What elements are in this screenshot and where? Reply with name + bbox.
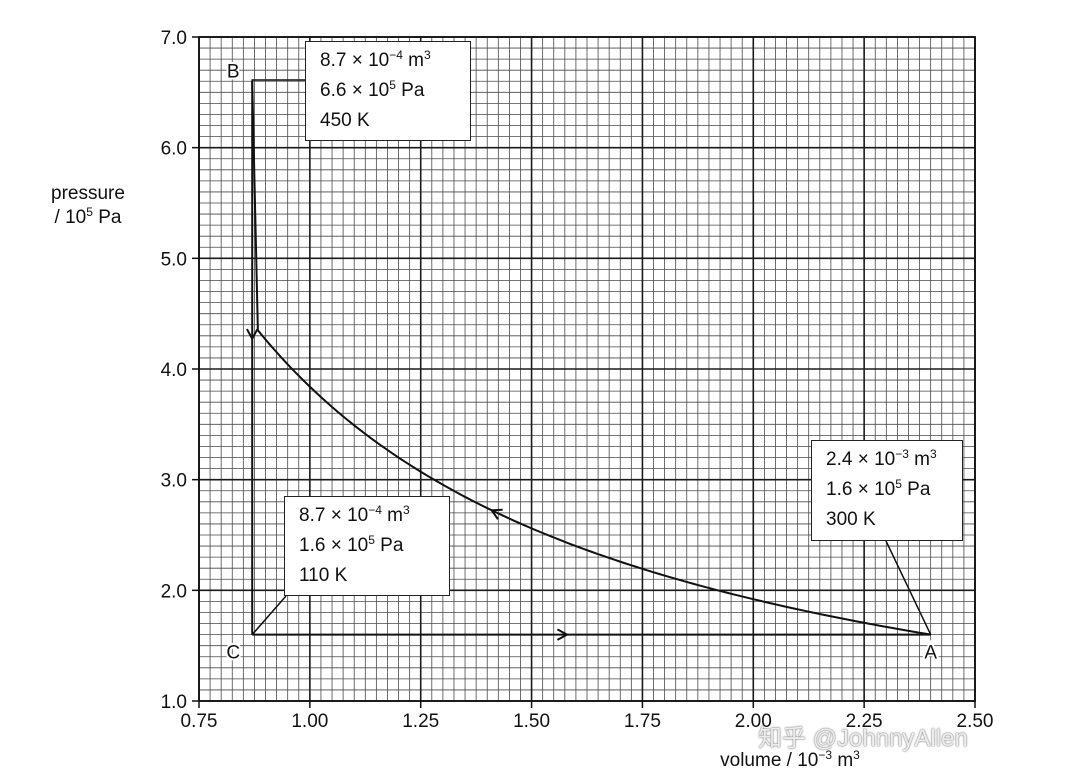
- annotation-b-volume: 8.7 × 10: [320, 50, 390, 71]
- annotation-box-a: 2.4 × 10−3 m3 1.6 × 105 Pa 300 K: [811, 440, 963, 541]
- annotation-b-volume-unit: m: [402, 50, 424, 71]
- annotation-a-volume-exp: −3: [895, 447, 909, 461]
- annotation-c-pressure-exp: 5: [368, 533, 375, 547]
- leader-line-a: [885, 540, 932, 635]
- x-tick-label: 2.50: [957, 711, 994, 732]
- x-tick-label: 2.00: [735, 711, 772, 732]
- x-axis-label-sup: −3: [818, 748, 833, 762]
- y-axis-label-line1: pressure: [51, 183, 125, 204]
- y-axis-label-line2: / 10: [54, 207, 87, 228]
- leader-line-c: [251, 595, 287, 636]
- annotation-a-pressure-unit: Pa: [901, 479, 931, 500]
- annotation-b-pressure-unit: Pa: [395, 80, 425, 101]
- y-tick-label: 4.0: [161, 360, 187, 381]
- annotation-c-volume-unit-exp: 3: [403, 503, 410, 517]
- cycle-paths: [246, 81, 931, 641]
- x-tick-label: 1.25: [402, 711, 439, 732]
- axis-ticks: 0.75 1.00 1.25 1.50 1.75 2.00 2.25 2.50 1.0 2.0 3.…: [161, 28, 994, 732]
- annotation-a-volume: 2.4 × 10: [826, 449, 896, 470]
- annotation-a-temperature: 300 K: [826, 509, 876, 530]
- point-label-a: A: [924, 643, 937, 664]
- point-label-b: B: [227, 61, 240, 82]
- watermark: 知乎 @JohnnyAllen: [758, 725, 968, 752]
- x-axis-label-unit: m: [832, 750, 854, 771]
- annotation-c-volume-unit: m: [381, 505, 403, 526]
- y-tick-label: 6.0: [161, 139, 187, 160]
- y-tick-label: 1.0: [161, 692, 187, 713]
- annotation-b-volume-unit-exp: 3: [424, 48, 431, 62]
- annotation-b-pressure-exp: 5: [389, 78, 396, 92]
- annotation-box-c: 8.7 × 10−4 m3 1.6 × 105 Pa 110 K: [284, 496, 450, 596]
- annotation-c-pressure: 1.6 × 10: [299, 535, 369, 556]
- annotation-a-volume-unit-exp: 3: [930, 447, 937, 461]
- arrow-b-to-c: [246, 328, 259, 341]
- y-tick-label: 5.0: [161, 249, 187, 270]
- arrow-a-to-b: [489, 508, 503, 520]
- annotation-a-pressure-exp: 5: [895, 477, 902, 491]
- x-tick-label: 0.75: [181, 711, 218, 732]
- x-tick-label: 1.50: [513, 711, 550, 732]
- y-axis-label-unit: Pa: [92, 207, 122, 228]
- annotation-c-volume-exp: −4: [368, 503, 382, 517]
- x-tick-label: 1.00: [291, 711, 328, 732]
- x-tick-label: 2.25: [846, 711, 883, 732]
- arrow-c-to-a: [556, 628, 570, 641]
- annotation-b-temperature: 450 K: [320, 110, 370, 131]
- point-labels: A B C: [224, 59, 939, 665]
- leader-line-b: [251, 79, 305, 82]
- x-axis-label: volume / 10−3 m3: [690, 748, 890, 772]
- annotation-box-b: 8.7 × 10−4 m3 6.6 × 105 Pa 450 K: [305, 41, 471, 141]
- annotation-c-temperature: 110 K: [299, 565, 348, 586]
- annotation-c-volume: 8.7 × 10: [299, 505, 369, 526]
- y-tick-label: 2.0: [161, 581, 187, 602]
- x-axis-label-text: volume / 10: [720, 750, 819, 771]
- annotation-a-volume-unit: m: [908, 449, 930, 470]
- y-axis-label-sup: 5: [86, 205, 93, 219]
- annotation-a-pressure: 1.6 × 10: [826, 479, 896, 500]
- x-tick-label: 1.75: [624, 711, 661, 732]
- annotation-b-pressure: 6.6 × 10: [320, 80, 390, 101]
- annotation-c-pressure-unit: Pa: [374, 535, 404, 556]
- y-axis-label: pressure / 105 Pa: [28, 182, 148, 230]
- y-tick-label: 7.0: [161, 28, 187, 49]
- point-label-c: C: [226, 643, 240, 664]
- annotation-b-volume-exp: −4: [389, 48, 403, 62]
- curve-a-to-b: [251, 81, 931, 636]
- y-tick-label: 3.0: [161, 471, 187, 492]
- x-axis-label-unit-sup: 3: [853, 748, 860, 762]
